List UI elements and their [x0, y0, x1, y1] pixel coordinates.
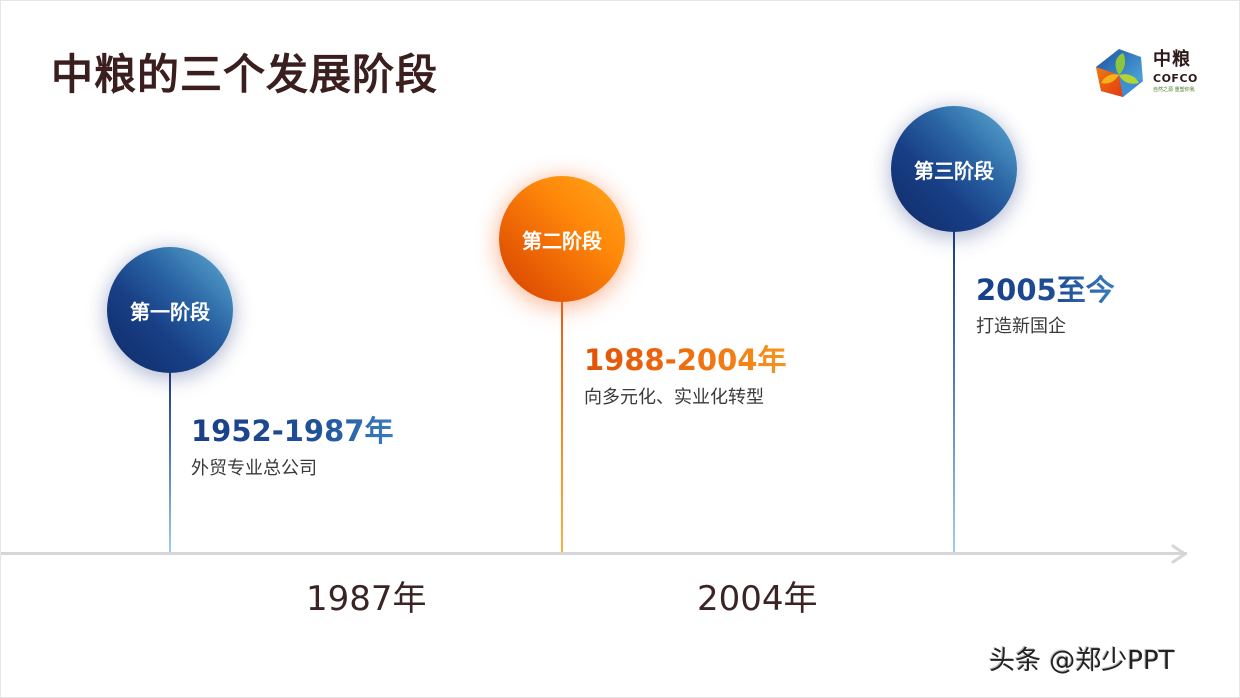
- stage-2-circle: 第二阶段: [499, 176, 625, 302]
- arrow-right-icon: [1171, 544, 1187, 564]
- stage-2-description: 向多元化、实业化转型: [584, 387, 764, 408]
- stage-1-period: 1952-1987年: [191, 414, 394, 448]
- axis-marker-2004: 2004年: [697, 579, 818, 619]
- stage-2-stem: [561, 301, 563, 553]
- axis-marker-1987: 1987年: [306, 579, 427, 619]
- stage-1-circle: 第一阶段: [107, 247, 233, 373]
- cofco-cube-icon: [1096, 49, 1143, 97]
- stage-3-period: 2005至今: [976, 273, 1115, 307]
- watermark: 头条 @郑少PPT: [989, 646, 1175, 676]
- timeline-axis: [1, 552, 1187, 555]
- logo-slogan: 自然之源 重塑你我: [1153, 87, 1195, 93]
- page-title: 中粮的三个发展阶段: [51, 50, 439, 99]
- cofco-logo: 中粮 COFCO 自然之源 重塑你我: [1093, 47, 1205, 101]
- stage-1-description: 外贸专业总公司: [191, 458, 317, 479]
- stage-1-label: 第一阶段: [130, 299, 210, 324]
- stage-1-stem: [169, 373, 171, 553]
- stage-3-stem: [953, 231, 955, 553]
- stage-3-circle: 第三阶段: [891, 106, 1017, 232]
- stage-3-label: 第三阶段: [914, 158, 994, 183]
- stage-2-period: 1988-2004年: [584, 343, 787, 377]
- logo-name-en: COFCO: [1153, 72, 1198, 85]
- logo-name-cn: 中粮: [1153, 49, 1191, 70]
- stage-2-label: 第二阶段: [522, 228, 602, 253]
- stage-3-description: 打造新国企: [976, 316, 1066, 337]
